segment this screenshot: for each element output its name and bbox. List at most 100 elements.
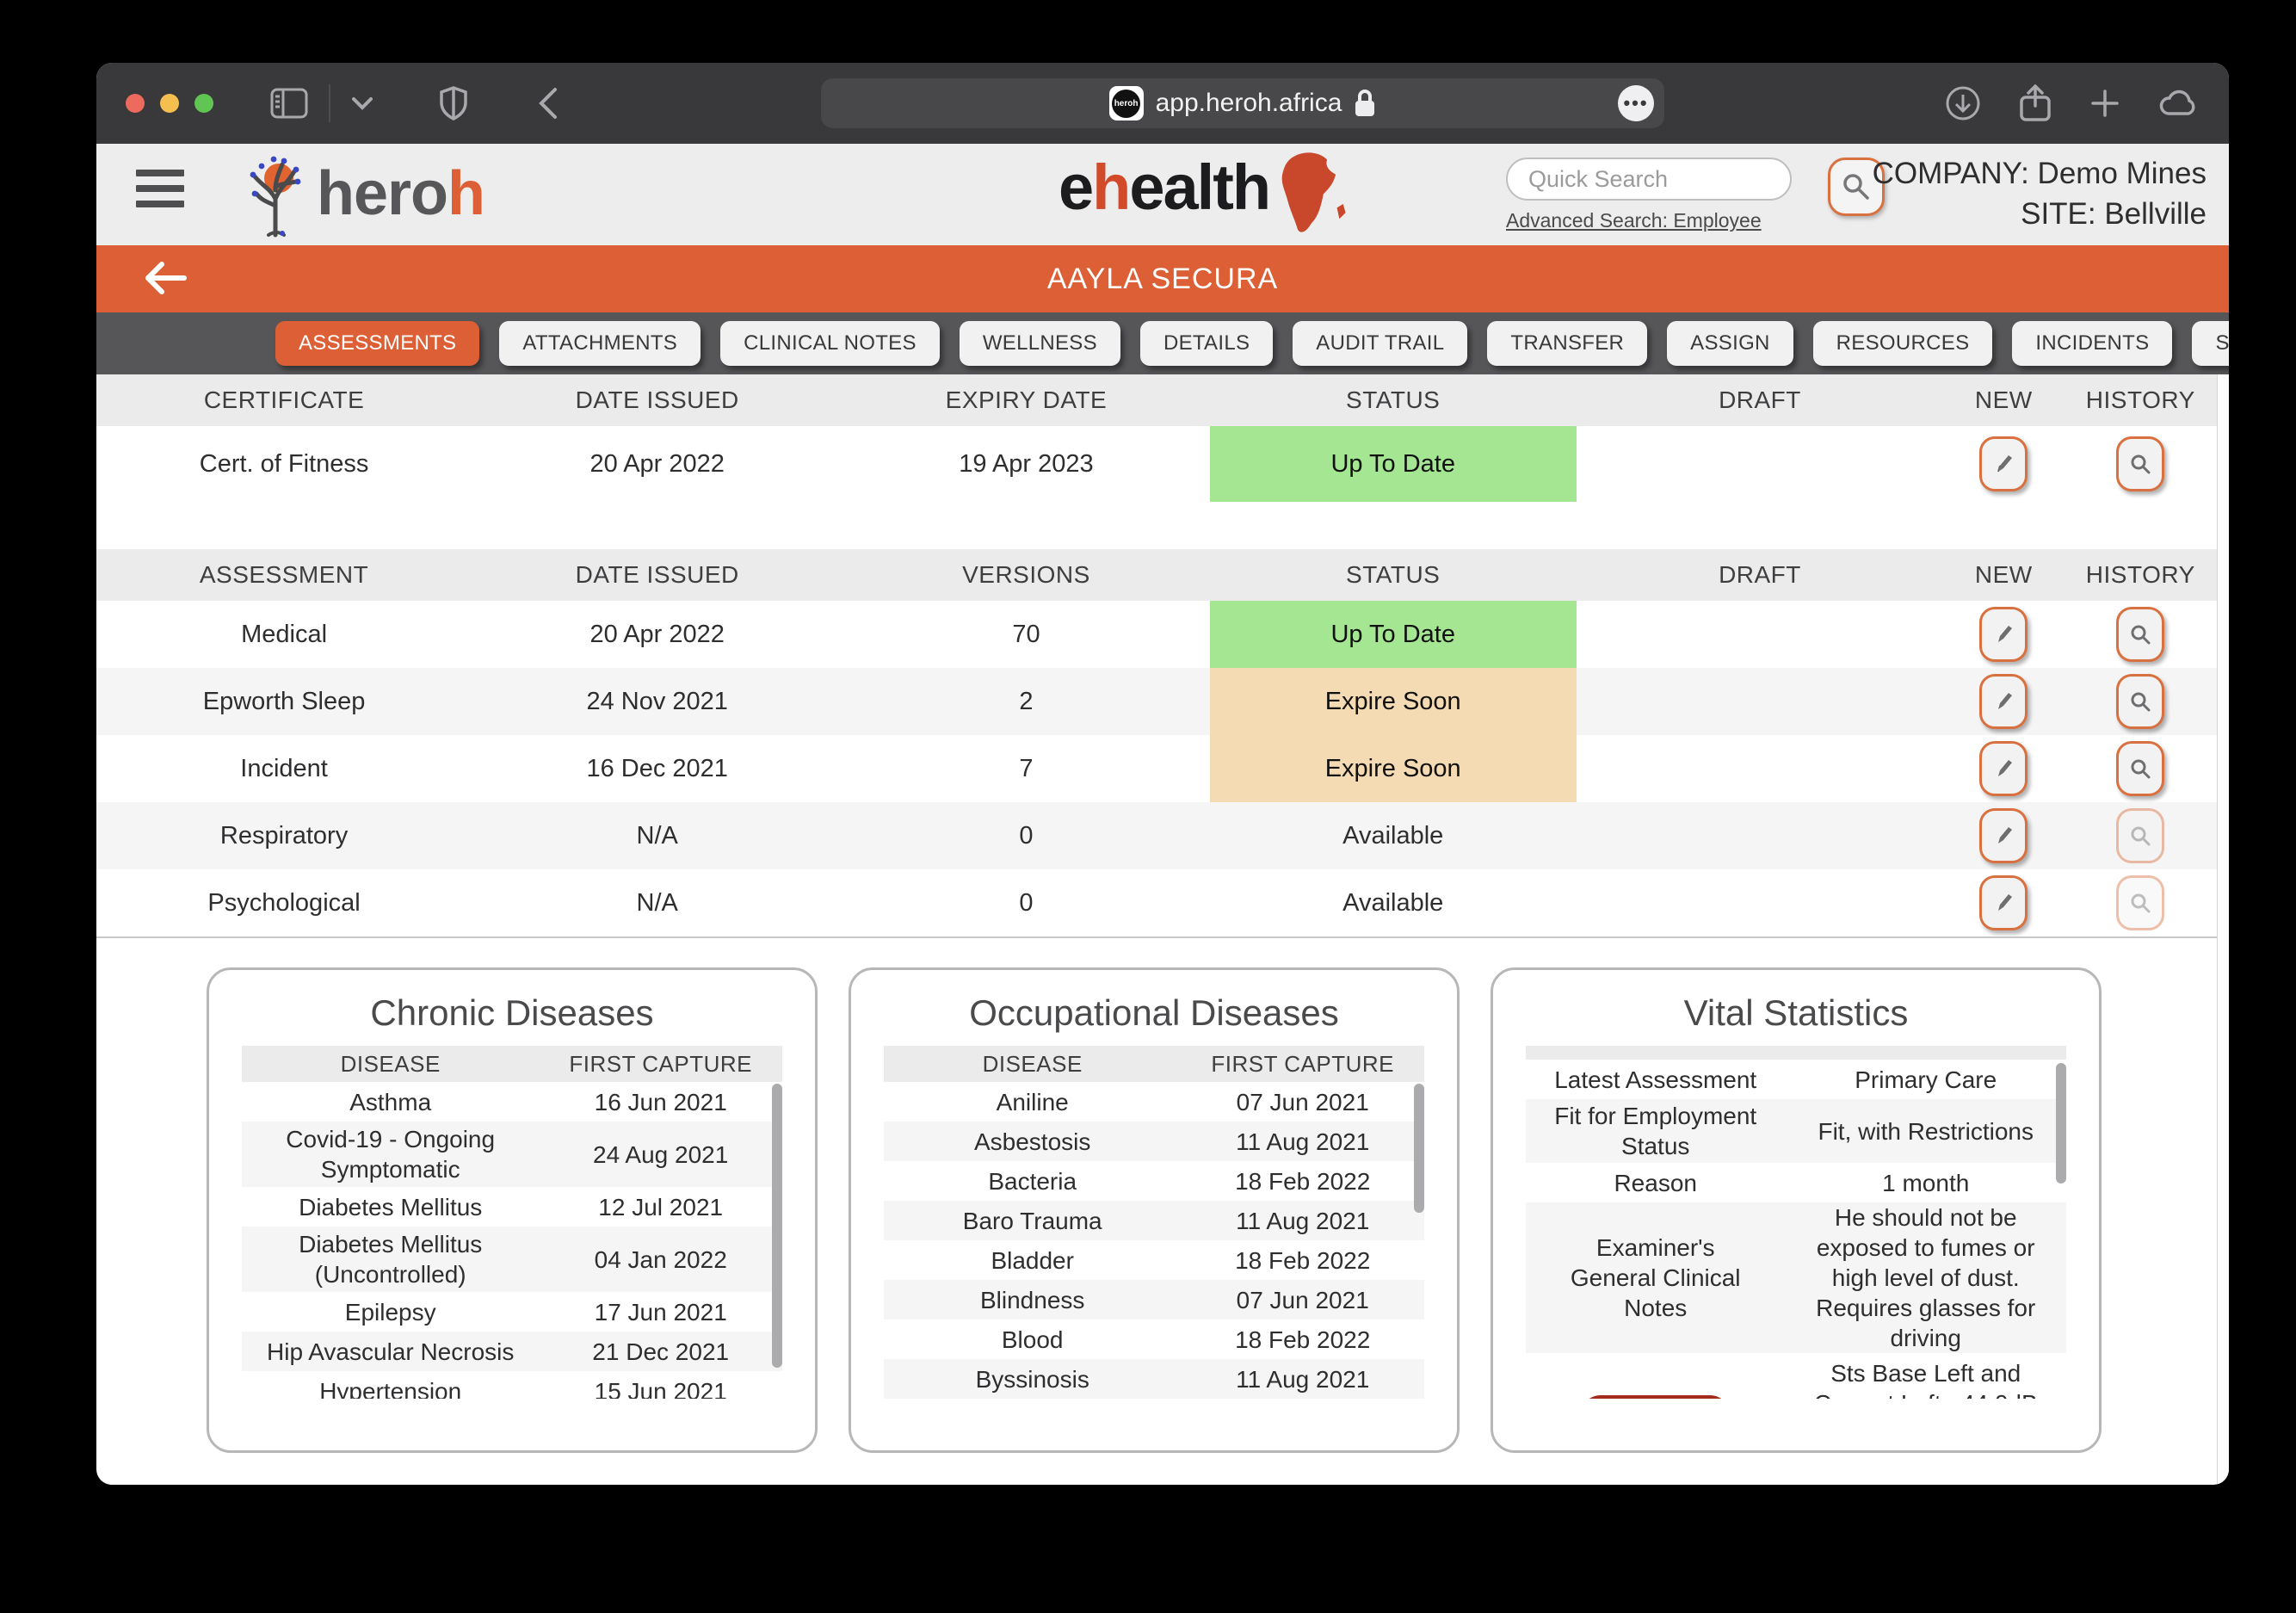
chronic-diseases-table: DISEASE FIRST CAPTURE Asthma 16 Jun 2021 C…: [242, 1046, 782, 1399]
page-scrollbar[interactable]: [2217, 374, 2229, 1485]
vital-statistics-card: Vital Statistics Latest Assessment Prima…: [1491, 967, 2102, 1453]
vital-statistics-table: Latest Assessment Primary Care Fit for E…: [1526, 1060, 2066, 1399]
address-bar[interactable]: heroh app.heroh.africa •••: [821, 78, 1664, 128]
status-badge: Expire Soon: [1209, 668, 1577, 735]
minimize-window-button[interactable]: [160, 94, 179, 113]
assessment-draft-cell: [1577, 869, 1943, 936]
tab-wellness[interactable]: WELLNESS: [959, 321, 1120, 366]
assessment-date: 20 Apr 2022: [589, 620, 725, 648]
scrollbar-thumb[interactable]: [2056, 1063, 2066, 1183]
col-disease: DISEASE: [884, 1046, 1182, 1082]
cloud-tabs-icon[interactable]: [2158, 88, 2200, 119]
tab-attachments[interactable]: ATTACHMENTS: [499, 321, 701, 366]
tab-assign[interactable]: ASSIGN: [1667, 321, 1793, 366]
ehealth-logo: ehealth: [1059, 151, 1347, 240]
africa-map-icon: [1281, 152, 1346, 232]
list-item: Diabetes Mellitus (Uncontrolled) 04 Jan 2…: [242, 1227, 782, 1292]
assessment-name: Respiratory: [96, 802, 472, 869]
certificate-table-header: CERTIFICATE DATE ISSUED EXPIRY DATE STAT…: [96, 374, 2217, 426]
vital-label: Examiner's General Clinical Notes: [1526, 1202, 1786, 1353]
assessment-history-button[interactable]: [2116, 741, 2165, 796]
list-item: Hip Avascular Necrosis 21 Dec 2021: [242, 1332, 782, 1371]
tab-details[interactable]: DETAILS: [1139, 321, 1274, 366]
vital-value: He should not be exposed to fumes or hig…: [1785, 1202, 2066, 1353]
site-favicon: heroh: [1108, 86, 1144, 121]
col-disease: DISEASE: [242, 1046, 540, 1082]
assessment-date: N/A: [636, 888, 678, 917]
vital-value: 1 month: [1882, 1169, 1970, 1196]
tab-clinical-notes[interactable]: CLINICAL NOTES: [720, 321, 940, 366]
close-window-button[interactable]: [126, 94, 145, 113]
list-item: Fit for Employment Status Fit, with Rest…: [1526, 1099, 2066, 1163]
new-assessment-button[interactable]: [1979, 875, 2028, 930]
new-assessment-button[interactable]: [1979, 674, 2028, 729]
list-item: Baro Trauma 11 Aug 2021: [884, 1201, 1424, 1240]
certificate-date-issued: 20 Apr 2022: [589, 449, 725, 478]
assessment-versions: 0: [842, 802, 1210, 869]
tab-resources[interactable]: RESOURCES: [1812, 321, 1993, 366]
list-item: Bacteria 18 Feb 2022: [988, 1167, 1371, 1195]
new-assessment-button[interactable]: [1979, 607, 2028, 662]
new-tab-icon[interactable]: [2089, 88, 2120, 119]
col-status: STATUS: [1209, 374, 1577, 426]
zoom-window-button[interactable]: [194, 94, 213, 113]
status-text: Available: [1342, 888, 1444, 917]
assessment-history-button[interactable]: [2116, 674, 2165, 729]
status-badge: Up To Date: [1209, 601, 1577, 668]
patient-name: AAYLA SECURA: [1046, 262, 1279, 295]
warning-text: Sts Base Left and Current Left : 44.0dB …: [1814, 1360, 2038, 1399]
list-item: Examiner's General Clinical Notes He sho…: [1526, 1202, 2066, 1353]
titlebar-divider: [329, 84, 330, 122]
chevron-down-icon[interactable]: [351, 96, 373, 110]
col-new: NEW: [1943, 374, 2065, 426]
new-certificate-button[interactable]: [1979, 436, 2028, 491]
card-title: Occupational Diseases: [969, 992, 1339, 1033]
vitals-table-top-strip: [1526, 1046, 2066, 1060]
heroh-tree-icon: [250, 156, 301, 238]
assessment-table-header: ASSESSMENT DATE ISSUED VERSIONS STATUS D…: [96, 549, 2217, 601]
assessment-draft-cell: [1576, 802, 1944, 869]
advanced-search-link[interactable]: Advanced Search: Employee: [1506, 209, 1762, 232]
tab-transfer[interactable]: TRANSFER: [1487, 321, 1648, 366]
page-settings-button[interactable]: •••: [1618, 85, 1654, 121]
browser-window: heroh app.heroh.africa •••: [96, 63, 2229, 1485]
list-item: Byssinosis 11 Aug 2021: [884, 1359, 1424, 1399]
new-assessment-button[interactable]: [1979, 741, 2028, 796]
scrollbar-thumb[interactable]: [772, 1084, 782, 1368]
list-item: Blood 18 Feb 2022: [1001, 1326, 1371, 1353]
tab-assessments[interactable]: ASSESSMENTS: [275, 321, 480, 366]
tab-incidents[interactable]: INCIDENTS: [2012, 321, 2173, 366]
table-row: Medical 20 Apr 2022 70 Up To Date: [96, 601, 2217, 668]
list-item: Bladder 18 Feb 2022: [991, 1246, 1371, 1274]
table-row: Psychological N/A 0 Available: [96, 869, 2217, 936]
new-assessment-button[interactable]: [1979, 808, 2028, 863]
chronic-diseases-card: Chronic Diseases DISEASE FIRST CAPTURE As…: [207, 967, 818, 1453]
table-row: Epworth Sleep 24 Nov 2021 2 Expire Soon: [96, 668, 2217, 735]
col-date-issued: DATE ISSUED: [472, 374, 843, 426]
back-arrow-button[interactable]: [141, 257, 189, 299]
app-header: heroh ehealth Advanced Search: Employee …: [96, 144, 2229, 245]
downloads-icon[interactable]: [1945, 85, 1981, 121]
assessment-history-button[interactable]: [2116, 607, 2165, 662]
menu-button[interactable]: [136, 170, 184, 216]
search-button[interactable]: [1828, 158, 1885, 216]
assessment-name: Epworth Sleep: [96, 668, 472, 735]
heroh-logo[interactable]: heroh: [234, 149, 485, 238]
back-navigation-icon[interactable]: [539, 87, 558, 120]
quick-search-input[interactable]: [1506, 158, 1792, 201]
list-item: Diabetes Mellitus 12 Jul 2021: [299, 1193, 724, 1221]
tab-audit-trail[interactable]: AUDIT TRAIL: [1293, 321, 1468, 366]
certificate-name: Cert. of Fitness: [199, 449, 369, 478]
tab-scripts-referrals[interactable]: SCRIPTS/REFERRALS: [2192, 321, 2229, 366]
assessment-date: 24 Nov 2021: [472, 668, 843, 735]
assessment-table: ASSESSMENT DATE ISSUED VERSIONS STATUS D…: [96, 549, 2217, 936]
scrollbar-thumb[interactable]: [1414, 1084, 1424, 1213]
assessment-versions: 7: [1019, 754, 1034, 782]
col-draft: DRAFT: [1576, 374, 1944, 426]
shield-icon[interactable]: [439, 86, 468, 121]
share-icon[interactable]: [2019, 84, 2052, 122]
vital-value: Fit, with Restrictions: [1785, 1099, 2066, 1163]
vital-label: Latest Assessment: [1554, 1066, 1757, 1093]
certificate-history-button[interactable]: [2116, 436, 2165, 491]
sidebar-toggle-icon[interactable]: [270, 88, 308, 119]
